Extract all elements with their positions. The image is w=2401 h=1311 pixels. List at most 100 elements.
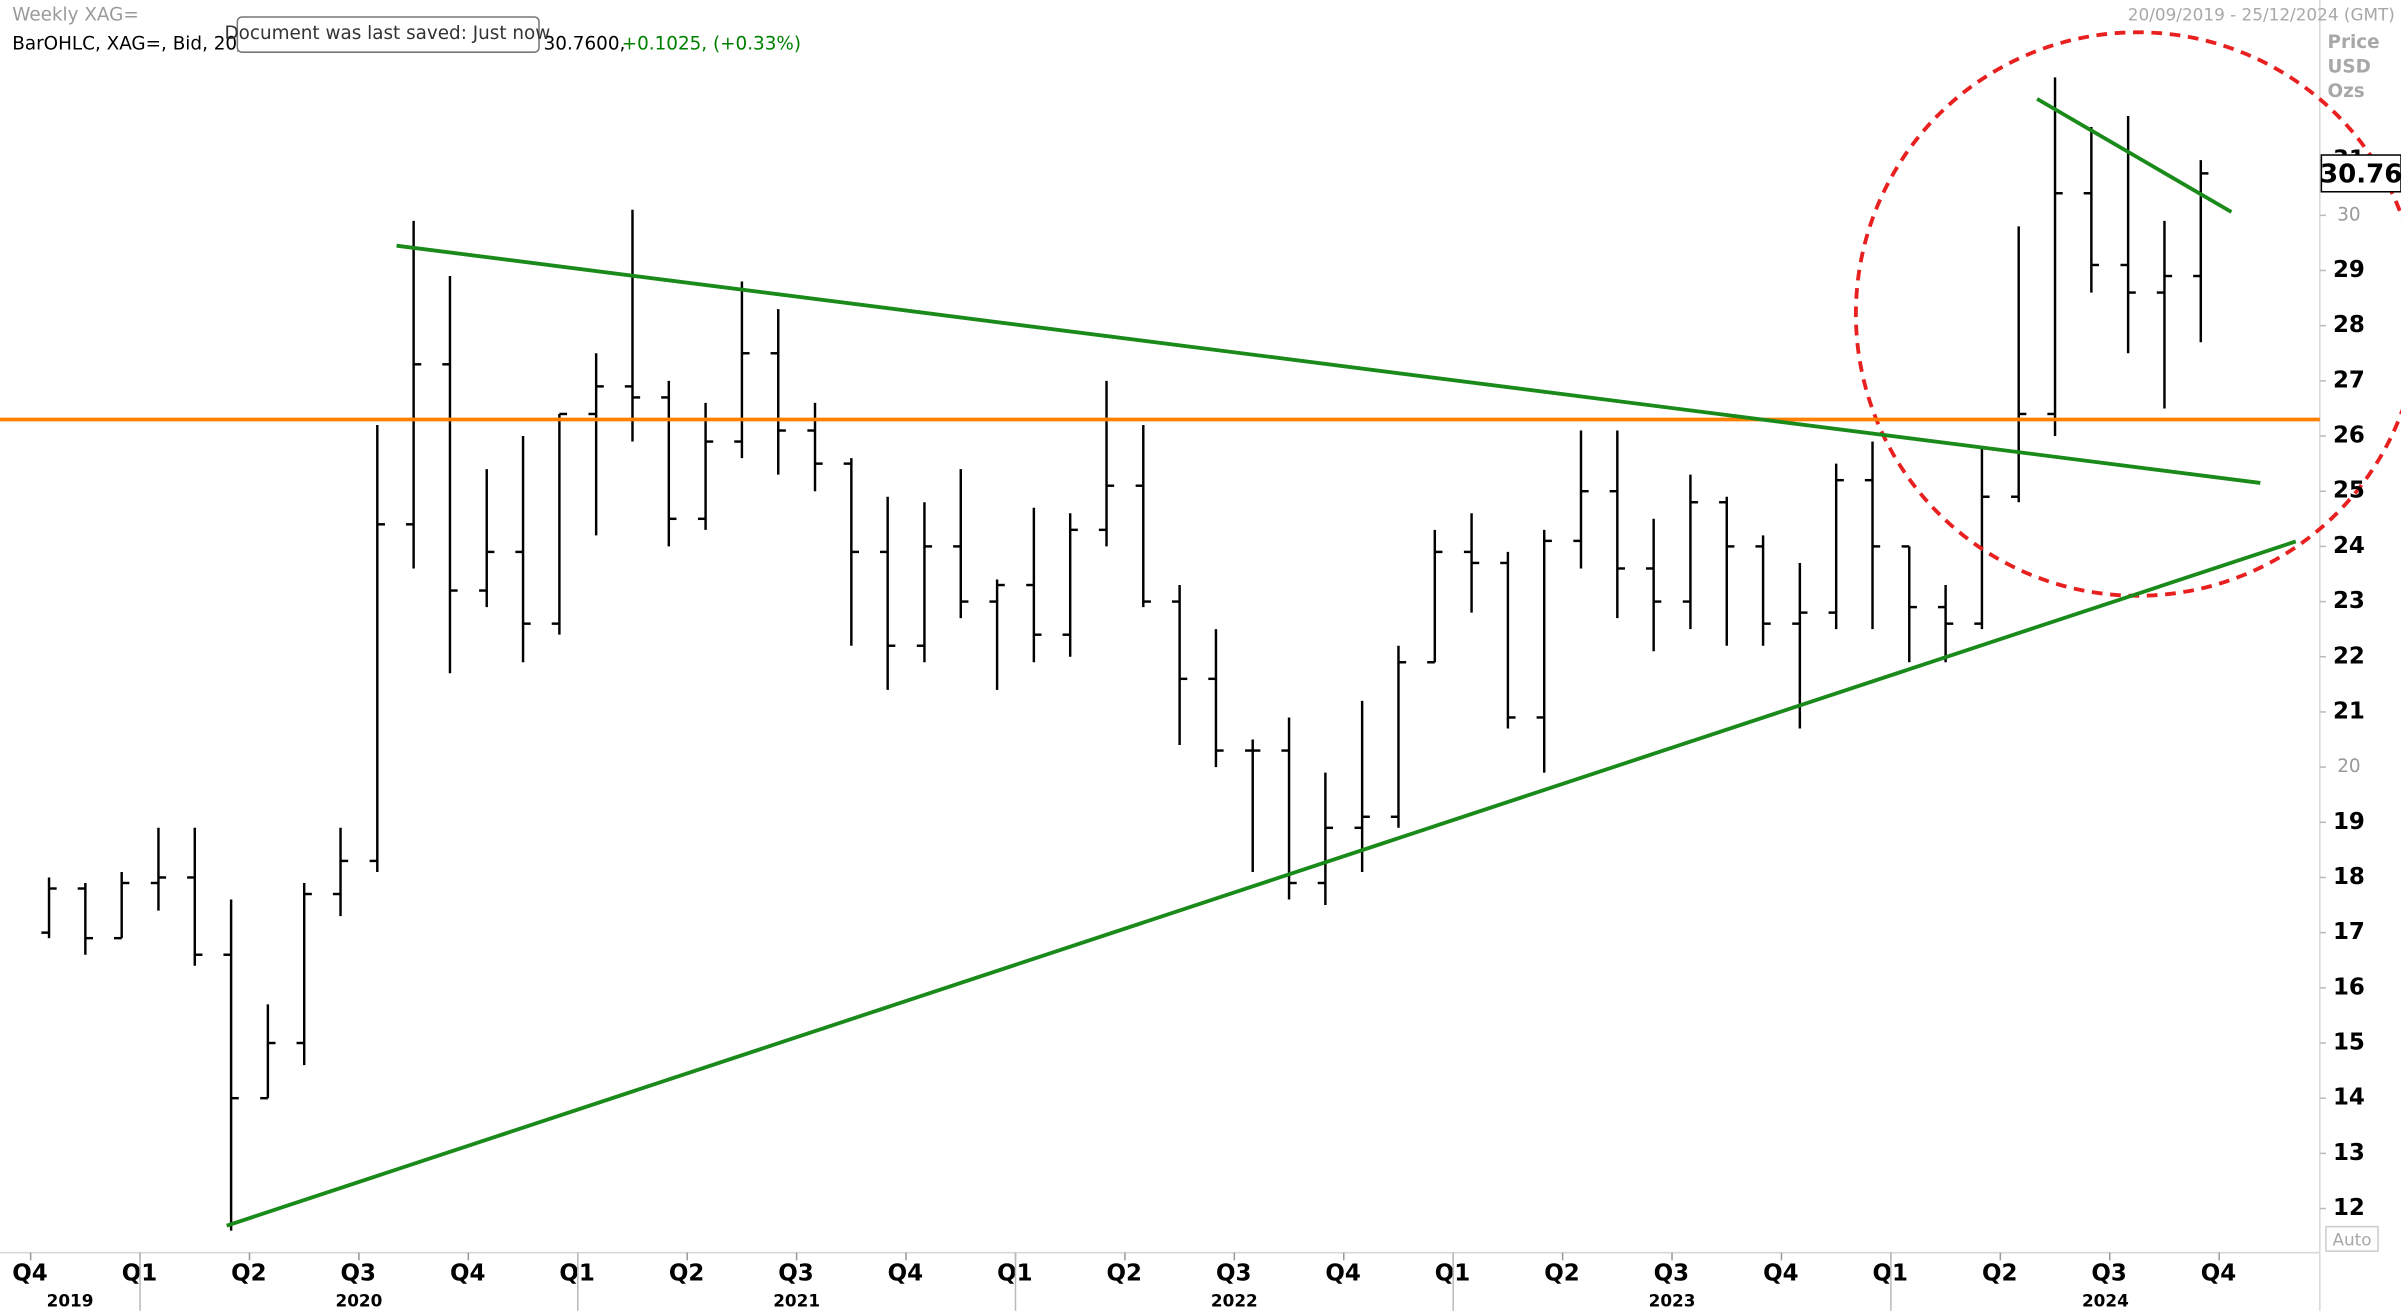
date-range: 20/09/2019 - 25/12/2024 (GMT): [2128, 4, 2395, 24]
ohlc-bar: [1171, 585, 1188, 746]
plot-area: [41, 77, 2209, 1231]
y-tick-label: 19: [2333, 809, 2365, 835]
ohlc-bar: [223, 899, 239, 1231]
x-tick-label: Q4: [1325, 1261, 1360, 1287]
ohlc-bar: [2193, 160, 2209, 343]
y-tick-label: 24: [2333, 533, 2365, 559]
chart-title: Weekly XAG=: [12, 4, 139, 25]
y-tick-label: 13: [2333, 1140, 2365, 1166]
x-tick-label: Q3: [341, 1261, 376, 1287]
ohlc-bar: [1427, 529, 1443, 664]
ohlc-bar: [1645, 518, 1662, 652]
ohlc-bar: [989, 579, 1005, 690]
chart-subtitle: BarOHLC, XAG=, Bid, 20/: [12, 34, 244, 55]
ohlc-bar: [150, 827, 167, 911]
last-price-label: 30.76: [2320, 159, 2401, 189]
ohlc-bar: [114, 871, 130, 940]
ohlc-bar: [1245, 739, 1261, 872]
scale-mode-box[interactable]: [2325, 1225, 2379, 1252]
scale-mode[interactable]: Auto: [2332, 1229, 2371, 1249]
ohlc-bar: [1098, 380, 1115, 547]
ohlc-bar: [1026, 507, 1042, 663]
x-tick-label: Q3: [778, 1261, 813, 1287]
last-price-box: [2320, 154, 2401, 193]
ohlc-bar: [1682, 474, 1699, 630]
ohlc-bar: [1573, 430, 1589, 569]
y-tick-label: 21: [2333, 698, 2365, 724]
x-tick-label: Q4: [1763, 1261, 1798, 1287]
ohlc-bar: [843, 458, 859, 646]
ohlc-bar: [880, 496, 896, 690]
ohlc-bar: [2120, 116, 2136, 354]
y-tick-label: 15: [2333, 1030, 2365, 1056]
ohlc-bar: [551, 412, 568, 635]
axis-unit: Ozs: [2328, 81, 2365, 102]
ohlc-bar: [916, 502, 933, 663]
axis-unit: USD: [2328, 57, 2371, 78]
y-tick-label: 26: [2333, 423, 2365, 449]
ohlc-bar: [296, 882, 312, 1066]
change: +0.1025, (+0.33%): [622, 34, 801, 55]
tooltip: Document was last saved: Just now: [225, 23, 551, 44]
x-tick-label: Q4: [12, 1261, 47, 1287]
highlight-circle: [1854, 30, 2401, 598]
ohlc-bar: [1609, 430, 1625, 619]
year-label: 2019: [47, 1291, 94, 1311]
ohlc-bar: [479, 469, 495, 608]
ohlc-bar: [260, 1004, 276, 1100]
x-tick-label: Q4: [450, 1261, 485, 1287]
ohlc-bar: [332, 827, 349, 917]
year-label: 2023: [1649, 1291, 1696, 1311]
ohlc-bar: [515, 436, 531, 663]
ohlc-bar: [1792, 562, 1808, 729]
year-label: 2020: [335, 1291, 382, 1311]
trendline: [396, 243, 2261, 485]
trendline: [2036, 97, 2233, 214]
ohlc-bar: [1317, 772, 1334, 906]
x-tick-label: Q2: [1544, 1261, 1579, 1287]
axis-unit: Price: [2328, 32, 2380, 53]
ohlc-bar: [1500, 551, 1516, 729]
ohlc-bar: [2083, 127, 2100, 293]
ohlc-bar: [1755, 535, 1771, 646]
x-tick-label: Q2: [1982, 1261, 2017, 1287]
ohlc-bar: [1390, 645, 1407, 828]
ohlc-bar: [1828, 463, 1844, 630]
ohlc-bar: [405, 220, 422, 569]
y-tick-label: 18: [2333, 864, 2365, 890]
ohlc-bar: [2011, 226, 2027, 503]
ohlc-bar: [953, 469, 969, 619]
y-tick-label: 28: [2333, 312, 2365, 338]
y-tick-label: 29: [2333, 257, 2365, 283]
y-tick-label: 12: [2333, 1195, 2365, 1221]
ohlc-bar: [734, 281, 750, 459]
ohlc-bar: [2047, 77, 2063, 437]
y-tick-label: 17: [2333, 919, 2365, 945]
x-tick-label: Q2: [669, 1261, 704, 1287]
ohlc-bar: [770, 309, 786, 475]
ohlc-bar: [187, 827, 203, 966]
y-tick-label: 25: [2333, 478, 2365, 504]
x-tick-label: Q3: [1654, 1261, 1689, 1287]
ohlc-bar: [1974, 447, 1990, 630]
y-tick-label: 16: [2333, 974, 2365, 1000]
year-label: 2024: [2082, 1291, 2129, 1311]
ohlc-bar: [1463, 513, 1480, 613]
ohlc-bar: [369, 425, 385, 872]
y-tick-label: 20: [2337, 756, 2360, 777]
ohlc-bar: [1901, 545, 1917, 663]
tooltip-box: [236, 16, 540, 53]
x-tick-label: Q3: [1216, 1261, 1251, 1287]
year-label: 2022: [1211, 1291, 1258, 1311]
y-tick-label: 22: [2333, 643, 2365, 669]
last-value: 30.7600,: [544, 34, 626, 55]
ohlc-bar: [697, 402, 714, 530]
ohlc-bar: [1062, 513, 1078, 657]
ohlc-bar: [1281, 717, 1297, 900]
y-tick-label: 23: [2333, 588, 2365, 614]
ohlc-bar: [1719, 496, 1735, 646]
ohlc-bar: [624, 209, 641, 442]
ohlc-bar: [588, 353, 604, 536]
